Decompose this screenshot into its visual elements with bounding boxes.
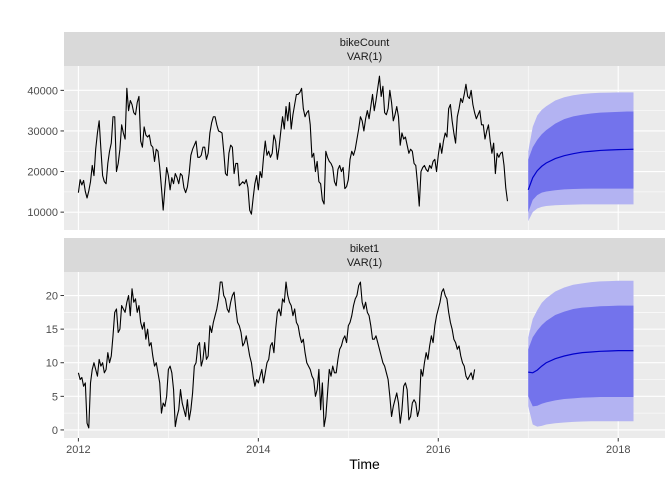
y-tick-label: 30000 [27, 126, 58, 138]
series-lines-biket1 [77, 281, 634, 429]
forecast-mean-line [528, 350, 634, 374]
y-tick-label: 5 [52, 391, 58, 403]
series-lines-bikecount [77, 75, 634, 215]
strip-title-biket1: biket1 [350, 243, 379, 255]
band-80 [528, 111, 634, 213]
strip-subtitle-biket1: VAR(1) [347, 257, 382, 269]
y-tick-label: 40000 [27, 85, 58, 97]
y-tick-label: 10000 [27, 207, 58, 219]
panel-biket1: biket1 VAR(1) 0 5 10 15 20 [46, 238, 665, 438]
y-tick-label: 20 [46, 291, 58, 303]
y-tick-label: 15 [46, 324, 58, 336]
y-tick-label: 20000 [27, 167, 58, 179]
forecast-bands-bikecount [528, 92, 634, 222]
strip-biket1 [64, 238, 665, 272]
panel-bikecount: bikeCount VAR(1) 10000 20000 30000 40000 [27, 32, 665, 230]
x-axis: 2012 2014 2016 2018 [66, 438, 630, 456]
x-tick-label: 2016 [426, 444, 450, 456]
x-axis-title: Time [349, 456, 380, 472]
history-line [77, 75, 509, 215]
strip-title-bikecount: bikeCount [340, 37, 390, 49]
strip-bikecount [64, 32, 665, 66]
x-tick-label: 2012 [66, 444, 90, 456]
y-axis-bikecount: 10000 20000 30000 40000 [27, 85, 64, 219]
x-tick-label: 2018 [606, 444, 630, 456]
forecast-bands-biket1 [528, 280, 634, 427]
strip-subtitle-bikecount: VAR(1) [347, 51, 382, 63]
y-tick-label: 10 [46, 358, 58, 370]
band-80 [528, 305, 634, 407]
x-tick-label: 2014 [246, 444, 270, 456]
history-line [77, 281, 476, 429]
y-tick-label: 0 [52, 425, 58, 437]
y-axis-biket1: 0 5 10 15 20 [46, 291, 64, 437]
forecast-mean-line [527, 148, 634, 191]
